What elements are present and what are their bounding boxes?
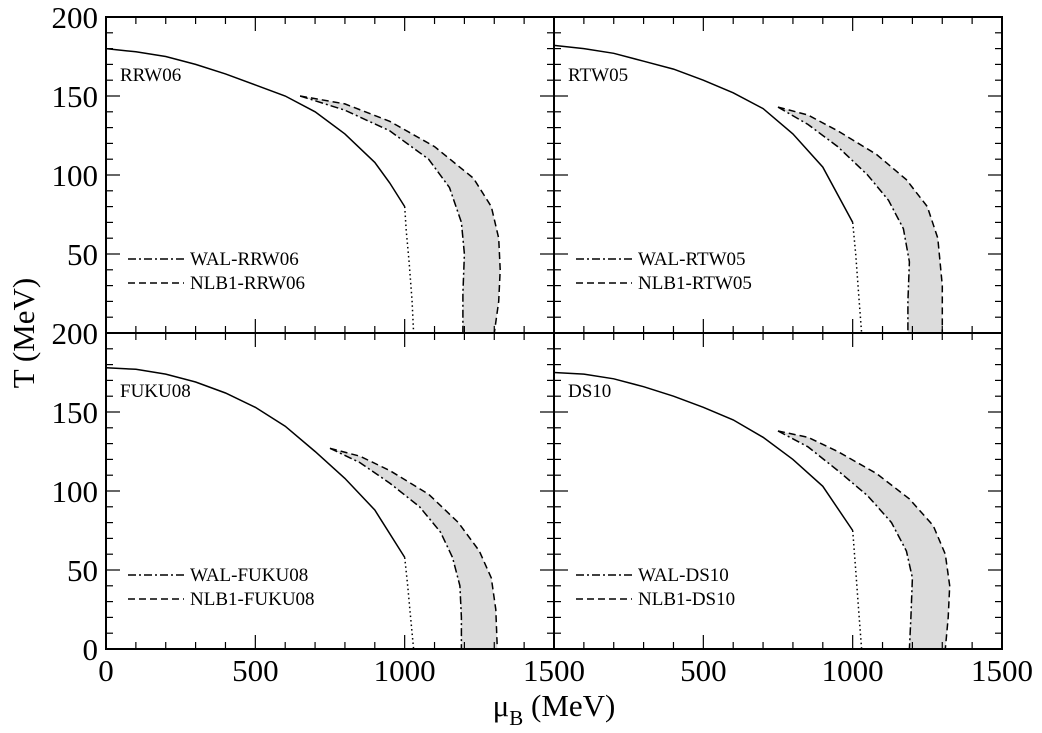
panel-label-rtw05: RTW05 xyxy=(568,65,628,86)
x-axis-title-unit: (MeV) xyxy=(523,688,615,723)
crossover-line-ds10 xyxy=(553,371,854,531)
legend-label-nlb1: NLB1-FUKU08 xyxy=(190,589,315,610)
labels-layer: T (MeV) μB (MeV) 20015010050200150100500… xyxy=(6,0,1033,730)
nlb1-line-fuku08 xyxy=(329,447,499,650)
dotted-line-ds10 xyxy=(851,530,863,650)
panel-rtw05: RTW05 WAL-RTW05 NLB1-RTW05 xyxy=(553,44,944,334)
panel-ds10: DS10 WAL-DS10 NLB1-DS10 xyxy=(553,371,951,650)
legend-label-nlb1: NLB1-RRW06 xyxy=(190,273,305,294)
coexistence-band-ds10 xyxy=(778,431,950,649)
dotted-line-rtw05 xyxy=(851,222,863,334)
legend-fuku08: WAL-FUKU08 NLB1-FUKU08 xyxy=(128,565,315,610)
panels-layer: RRW06 WAL-RRW06 NLB1-RRW06 RTW05 WAL-RTW05 NL… xyxy=(105,44,951,650)
coexistence-band-rtw05 xyxy=(778,107,943,333)
y-tick-label-lower: 100 xyxy=(52,474,99,509)
wal-line-fuku08 xyxy=(329,447,463,649)
x-tick-label-left: 1000 xyxy=(374,653,436,688)
legend-label-nlb1: NLB1-RTW05 xyxy=(638,273,752,294)
legend-label-wal: WAL-RRW06 xyxy=(190,249,299,270)
wal-line-rtw05 xyxy=(777,106,911,333)
legend-rtw05: WAL-RTW05 NLB1-RTW05 xyxy=(576,249,752,294)
x-axis-title: μB (MeV) xyxy=(493,688,616,730)
coexistence-band-rrw06 xyxy=(300,96,501,333)
crossover-line-fuku08 xyxy=(105,367,406,558)
x-axis-title-subscript: B xyxy=(509,706,523,730)
panel-label-fuku08: FUKU08 xyxy=(120,381,191,402)
y-tick-label-upper: 200 xyxy=(52,316,99,351)
panel-label-ds10: DS10 xyxy=(568,381,611,402)
panel-label-rrw06: RRW06 xyxy=(120,65,181,86)
legend-label-wal: WAL-RTW05 xyxy=(638,249,746,270)
wal-line-rrw06 xyxy=(299,95,466,333)
y-tick-label-upper: 50 xyxy=(67,237,98,272)
coexistence-band-fuku08 xyxy=(330,448,498,649)
legend-label-wal: WAL-FUKU08 xyxy=(190,565,308,586)
crossover-line-rtw05 xyxy=(553,44,854,223)
frame-layer xyxy=(105,16,1003,650)
x-tick-label-right: 1000 xyxy=(822,653,884,688)
wal-line-ds10 xyxy=(777,430,914,650)
y-tick-label-lower: 150 xyxy=(52,395,99,430)
x-tick-label-left: 500 xyxy=(232,653,279,688)
x-tick-label-right: 1500 xyxy=(971,653,1033,688)
y-tick-label-upper: 100 xyxy=(52,158,99,193)
panel-fuku08: FUKU08 WAL-FUKU08 NLB1-FUKU08 xyxy=(105,367,499,650)
x-axis-title-symbol: μ xyxy=(493,688,510,723)
dotted-line-fuku08 xyxy=(403,557,415,650)
crossover-line-rrw06 xyxy=(105,47,406,208)
legend-label-wal: WAL-DS10 xyxy=(638,565,729,586)
nlb1-line-ds10 xyxy=(777,430,951,650)
nlb1-line-rtw05 xyxy=(777,106,944,333)
dotted-line-rrw06 xyxy=(403,206,415,334)
legend-label-nlb1: NLB1-DS10 xyxy=(638,589,735,610)
panel-rrw06: RRW06 WAL-RRW06 NLB1-RRW06 xyxy=(105,47,501,334)
x-tick-label-right: 500 xyxy=(680,653,727,688)
x-tick-label-left: 1500 xyxy=(523,653,585,688)
y-axis-title: T (MeV) xyxy=(6,278,41,388)
y-tick-label-lower: 0 xyxy=(83,632,99,667)
y-tick-label-upper: 200 xyxy=(52,0,99,35)
y-tick-label-upper: 150 xyxy=(52,79,99,114)
x-tick-label-left: 0 xyxy=(98,653,114,688)
legend-rrw06: WAL-RRW06 NLB1-RRW06 xyxy=(128,249,305,294)
legend-ds10: WAL-DS10 NLB1-DS10 xyxy=(576,565,735,610)
y-tick-label-lower: 50 xyxy=(67,553,98,588)
nlb1-line-rrw06 xyxy=(299,95,501,334)
